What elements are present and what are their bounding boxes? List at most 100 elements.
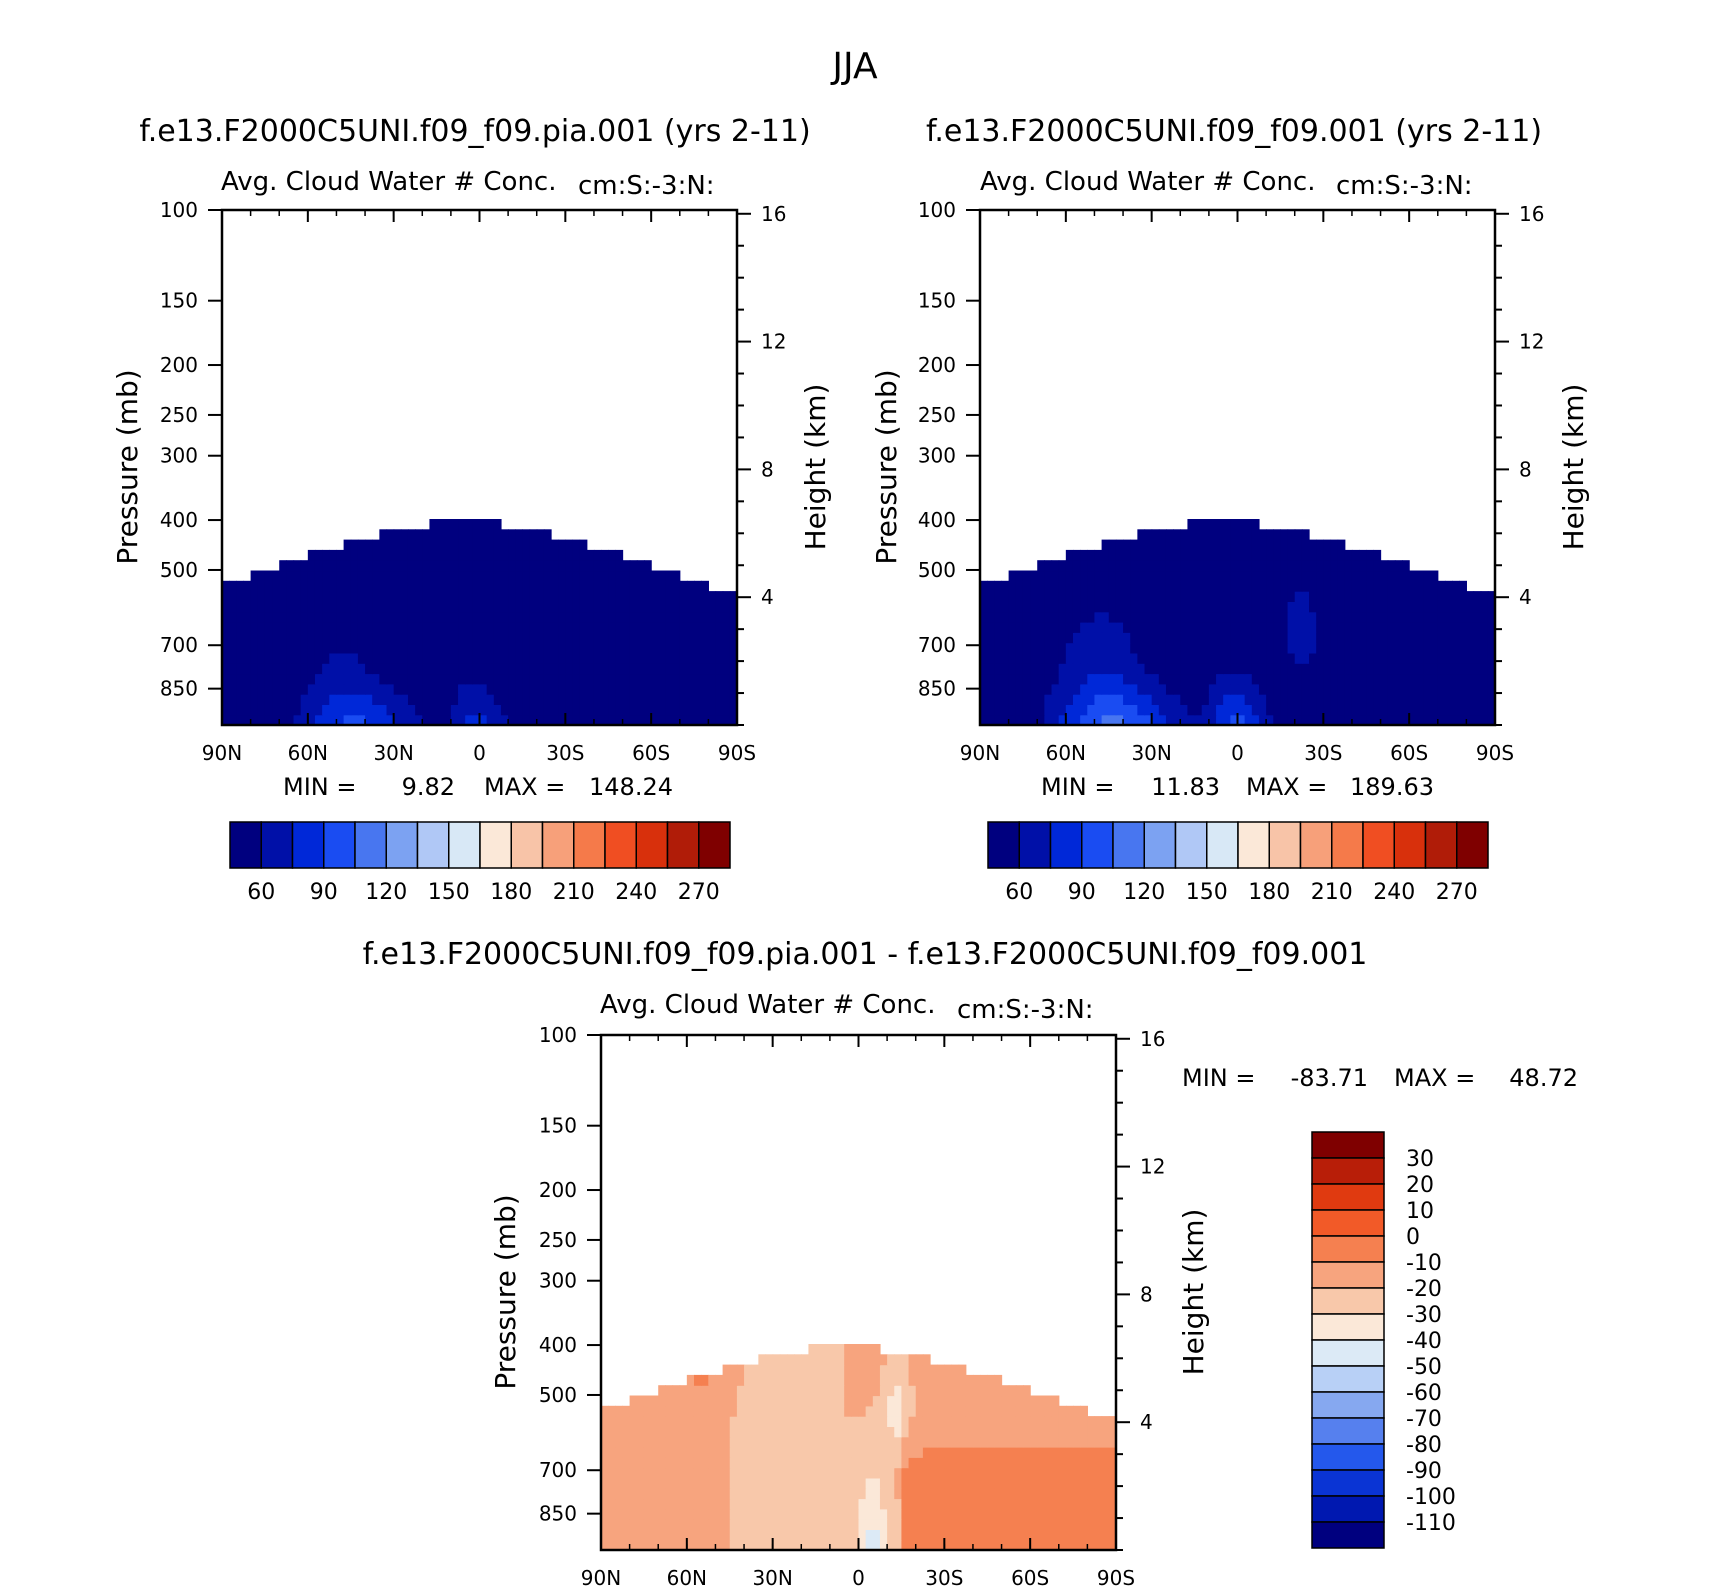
contour-cell (865, 1447, 874, 1458)
contour-cell (629, 1539, 638, 1551)
contour-cell (343, 539, 352, 551)
contour-cell (822, 1539, 831, 1551)
contour-cell (1058, 1498, 1067, 1510)
contour-cell (1051, 704, 1060, 716)
contour-cell (744, 1436, 752, 1448)
contour-cell (965, 1436, 974, 1448)
contour-cell (300, 714, 309, 726)
contour-cell (987, 1405, 995, 1417)
contour-cell (322, 549, 330, 561)
contour-cell (257, 580, 266, 592)
contour-cell (1065, 642, 1074, 654)
contour-cell (1466, 714, 1475, 726)
contour-cell (1037, 1467, 1046, 1479)
contour-cell (1058, 1477, 1067, 1489)
contour-cell (1402, 580, 1410, 592)
contour-cell (400, 549, 409, 561)
contour-cell (658, 704, 667, 716)
contour-cell (1144, 632, 1153, 644)
contour-cell (658, 1395, 666, 1407)
contour-cell (1144, 694, 1153, 705)
contour-cell (558, 611, 566, 623)
contour-cell (579, 591, 588, 602)
contour-cell (479, 591, 488, 602)
contour-cell (1430, 632, 1439, 644)
contour-cell (1072, 694, 1081, 705)
contour-cell (715, 601, 724, 613)
contour-cell (1394, 622, 1403, 633)
contour-cell (851, 1395, 860, 1407)
contour-cell (307, 683, 316, 695)
contour-cell (257, 694, 266, 705)
contour-cell (951, 1416, 960, 1427)
contour-cell (1387, 714, 1396, 726)
contour-cell (1101, 663, 1110, 675)
contour-cell (765, 1447, 774, 1458)
contour-cell (922, 1405, 931, 1417)
contour-cell (801, 1457, 810, 1469)
contour-cell (1437, 601, 1446, 613)
colorbar-label: 240 (615, 880, 657, 905)
contour-cell (593, 560, 602, 572)
contour-cell (1309, 591, 1317, 602)
contour-cell (1065, 1447, 1074, 1458)
contour-cell (1301, 601, 1310, 613)
contour-cell (1087, 1457, 1096, 1469)
contour-cell (479, 601, 488, 613)
contour-cell (844, 1508, 852, 1520)
contour-cell (951, 1426, 960, 1438)
contour-cell (1065, 663, 1074, 675)
contour-cell (1130, 704, 1138, 716)
contour-cell (686, 673, 695, 685)
contour-cell (729, 1447, 738, 1458)
contour-cell (551, 694, 559, 705)
colorbar-swatch (1237, 821, 1270, 869)
contour-cell (222, 694, 230, 705)
contour-cell (1316, 539, 1324, 551)
contour-cell (1044, 1539, 1053, 1551)
contour-cell (508, 580, 516, 592)
contour-cell (1473, 642, 1482, 654)
contour-cell (386, 714, 395, 726)
contour-cell (972, 1447, 981, 1458)
contour-cell (593, 580, 602, 592)
contour-cell (1280, 622, 1289, 633)
contour-cell (543, 591, 552, 602)
contour-cell (665, 1416, 674, 1427)
contour-cell (1273, 663, 1282, 675)
contour-cell (1051, 622, 1060, 633)
contour-cell (758, 1416, 767, 1427)
contour-cell (1294, 622, 1303, 633)
contour-cell (1237, 611, 1246, 623)
contour-cell (1037, 601, 1045, 613)
contour-cell (329, 601, 338, 613)
contour-cell (572, 549, 581, 561)
contour-cell (486, 539, 495, 551)
contour-cell (679, 611, 688, 623)
contour-cell (980, 1467, 988, 1479)
contour-cell (622, 1467, 631, 1479)
contour-cell (1452, 694, 1460, 705)
contour-cell (629, 1529, 638, 1541)
contour-cell (1130, 601, 1138, 613)
contour-cell (565, 601, 574, 613)
contour-cell (1416, 611, 1425, 623)
contour-cell (930, 1488, 938, 1500)
contour-cell (1273, 570, 1282, 582)
contour-cell (608, 683, 616, 695)
contour-cell (1373, 591, 1382, 602)
contour-cell (1130, 673, 1138, 685)
contour-cell (386, 652, 395, 664)
contour-cell (1430, 663, 1439, 675)
contour-cell (1373, 611, 1382, 623)
contour-cell (937, 1508, 945, 1520)
contour-cell (1216, 683, 1224, 695)
contour-cell (1452, 704, 1460, 716)
contour-cell (801, 1529, 810, 1541)
contour-cell (264, 632, 273, 644)
colorbar-swatch (1206, 821, 1239, 869)
contour-cell (629, 1426, 638, 1438)
contour-cell (708, 1498, 717, 1510)
contour-cell (965, 1374, 974, 1386)
contour-cell (615, 1477, 624, 1489)
